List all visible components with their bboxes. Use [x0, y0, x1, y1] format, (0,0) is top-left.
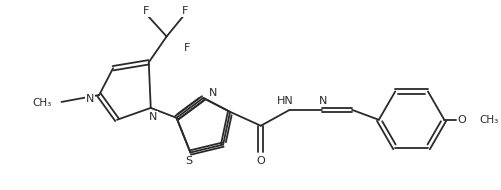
Text: N: N	[86, 94, 94, 104]
Text: O: O	[257, 156, 265, 166]
Text: O: O	[458, 115, 466, 125]
Text: N: N	[148, 112, 157, 122]
Text: N: N	[319, 96, 328, 106]
Text: N: N	[209, 88, 217, 98]
Text: F: F	[182, 6, 189, 16]
Text: F: F	[184, 43, 190, 53]
Text: S: S	[185, 156, 192, 166]
Text: CH₃: CH₃	[479, 115, 498, 125]
Text: HN: HN	[277, 96, 294, 106]
Text: F: F	[143, 6, 149, 16]
Text: CH₃: CH₃	[33, 98, 52, 108]
